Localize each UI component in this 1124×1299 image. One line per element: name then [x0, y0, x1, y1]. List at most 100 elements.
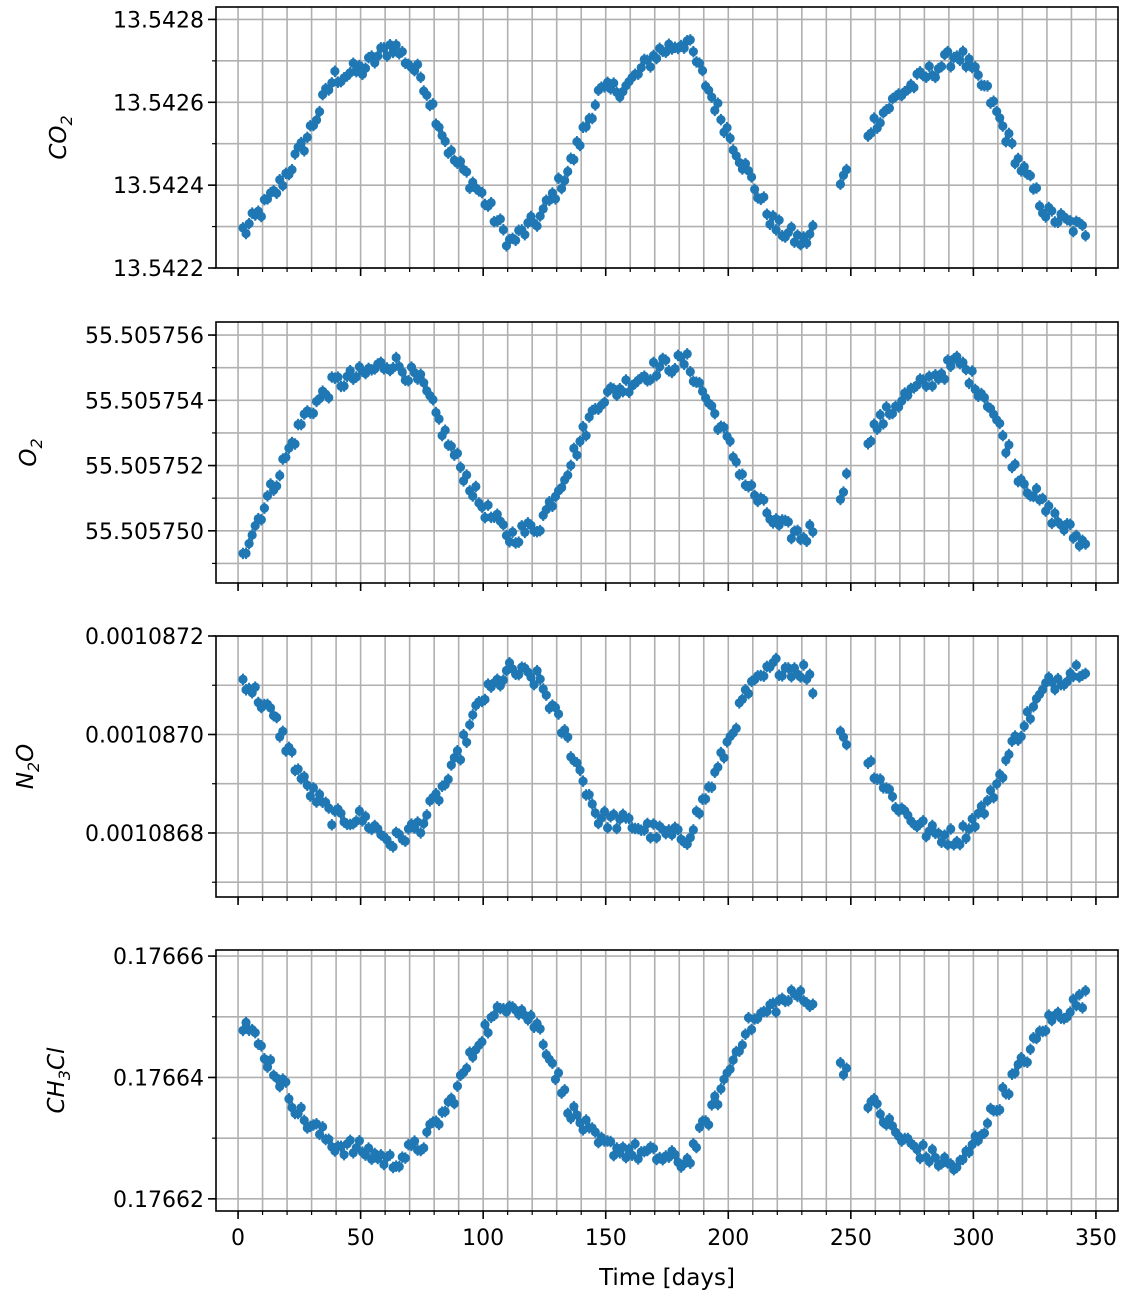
data-point	[308, 408, 319, 419]
data-point	[599, 397, 610, 407]
data-point	[636, 63, 646, 73]
data-point	[979, 1128, 990, 1138]
data-point	[841, 739, 852, 750]
data-point	[648, 1143, 659, 1154]
data-point	[651, 371, 662, 381]
data-point	[498, 520, 508, 530]
data-point	[989, 793, 999, 803]
data-point	[710, 1091, 720, 1101]
data-point	[799, 660, 809, 670]
data-point	[955, 839, 965, 850]
data-point	[694, 809, 705, 819]
data-point	[305, 791, 315, 801]
data-point	[866, 436, 876, 446]
data-point	[327, 820, 337, 830]
data-point	[838, 487, 849, 497]
data-point	[495, 214, 505, 224]
data-point	[918, 816, 928, 826]
data-point	[440, 425, 450, 435]
data-point	[835, 179, 846, 189]
data-point	[278, 726, 288, 736]
data-point	[759, 192, 769, 202]
data-point	[958, 46, 968, 56]
data-point	[1007, 138, 1017, 148]
data-point	[471, 481, 481, 492]
data-point	[581, 122, 591, 132]
data-point	[716, 1084, 726, 1094]
data-point	[363, 1143, 374, 1153]
data-point	[480, 694, 490, 705]
data-point	[569, 1102, 579, 1112]
y-tick-label: 0.17666	[113, 945, 204, 970]
data-point	[884, 103, 895, 113]
data-point	[520, 230, 530, 240]
data-point	[936, 61, 947, 72]
x-tick-label: 50	[347, 1226, 375, 1251]
data-point	[701, 794, 711, 804]
data-point	[731, 723, 741, 733]
data-point	[771, 225, 781, 235]
data-point	[311, 115, 322, 125]
data-point	[296, 419, 306, 430]
data-point	[802, 238, 812, 248]
data-point	[694, 378, 705, 388]
x-tick-label: 300	[952, 1226, 994, 1251]
data-point	[1062, 677, 1072, 687]
data-point	[918, 1140, 928, 1150]
data-point	[875, 118, 885, 128]
axes-frame	[215, 635, 1119, 898]
data-point	[465, 720, 475, 730]
data-point	[707, 782, 717, 792]
y-tick-label: 0.17664	[113, 1066, 204, 1091]
data-point	[1047, 206, 1057, 216]
data-point	[673, 824, 683, 835]
data-point	[434, 795, 444, 805]
data-point	[955, 55, 965, 65]
data-point	[802, 536, 812, 546]
data-point	[314, 106, 325, 117]
data-point	[354, 1136, 364, 1146]
data-point	[250, 682, 260, 692]
y-tick-label: 13.5428	[113, 8, 204, 33]
data-point	[468, 710, 478, 720]
x-axis: 0 50 100 150 200 250 300 350 Time [days]	[231, 1226, 1117, 1291]
data-point	[563, 732, 573, 742]
data-point	[1004, 440, 1014, 450]
data-point	[930, 72, 940, 82]
data-point	[553, 709, 564, 719]
data-point	[743, 689, 754, 699]
data-point	[419, 818, 429, 829]
data-point	[783, 996, 793, 1006]
data-point	[872, 1099, 882, 1109]
data-point	[777, 671, 787, 681]
data-point	[302, 132, 312, 142]
data-point	[514, 537, 524, 547]
data-point	[446, 146, 456, 156]
data-point	[808, 688, 818, 698]
data-point	[737, 1040, 747, 1050]
data-point	[422, 810, 432, 820]
data-point	[553, 1068, 564, 1078]
y-tick-label: 13.5422	[113, 257, 204, 282]
data-point	[887, 791, 898, 802]
y-tick-label: 0.17662	[113, 1188, 204, 1213]
data-point	[446, 441, 456, 451]
data-point	[449, 1098, 459, 1109]
data-point	[462, 167, 472, 177]
data-point	[241, 228, 251, 239]
data-point	[1031, 484, 1042, 494]
data-point	[578, 776, 588, 786]
data-point	[581, 431, 591, 441]
data-point	[507, 527, 518, 537]
data-point	[526, 1010, 536, 1021]
y-axis-label: N2O	[13, 744, 43, 790]
data-point	[685, 1158, 695, 1168]
data-point	[1013, 153, 1023, 164]
data-point	[808, 221, 818, 231]
data-point	[1080, 986, 1091, 996]
data-point	[1004, 128, 1014, 139]
data-point	[1010, 459, 1020, 469]
data-point	[670, 364, 680, 374]
data-point	[388, 842, 398, 852]
data-point	[287, 747, 297, 757]
